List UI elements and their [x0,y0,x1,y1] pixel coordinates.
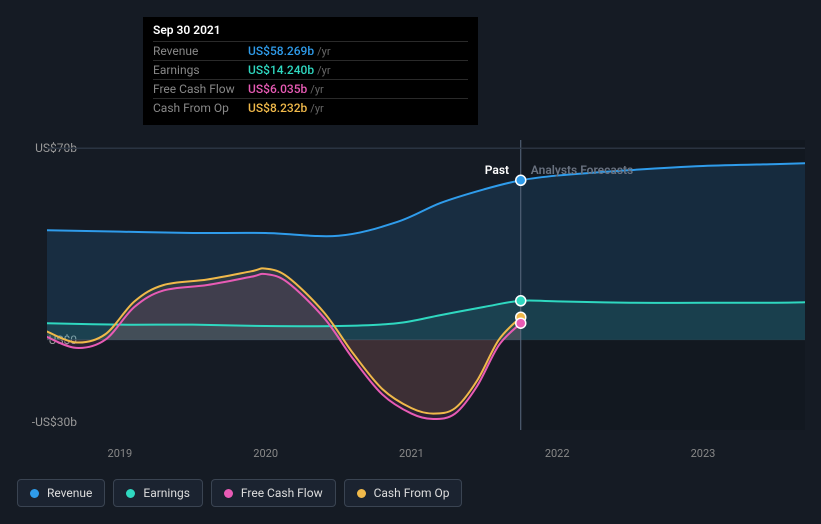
tooltip-row-label: Revenue [153,44,248,58]
chart-svg [47,140,805,430]
tooltip-row: Free Cash FlowUS$6.035b/yr [153,79,468,98]
x-axis: 2019 2020 2021 2022 2023 [47,447,805,467]
tooltip-row-value: US$58.269b [248,44,314,58]
legend-item-revenue[interactable]: Revenue [17,479,105,507]
financials-chart[interactable]: US$70bUS$0-US$30b Past Analysts Forecast… [17,120,805,450]
legend-swatch [224,489,233,498]
x-axis-label: 2020 [253,447,278,460]
tooltip-row-value: US$8.232b [248,101,307,115]
x-axis-label: 2021 [399,447,424,460]
legend-label: Cash From Op [374,486,450,500]
tooltip-row: Cash From OpUS$8.232b/yr [153,98,468,117]
hover-tooltip: Sep 30 2021 RevenueUS$58.269b/yrEarnings… [143,17,478,125]
tooltip-row-label: Cash From Op [153,101,248,115]
tooltip-row: RevenueUS$58.269b/yr [153,41,468,60]
legend-item-cash-from-op[interactable]: Cash From Op [344,479,463,507]
legend-label: Earnings [143,486,190,500]
plot-area: Past Analysts Forecasts [47,140,805,430]
x-axis-label: 2023 [691,447,716,460]
legend-swatch [357,489,366,498]
tooltip-row-unit: /yr [317,45,330,58]
tooltip-row-label: Earnings [153,63,248,77]
legend-swatch [30,489,39,498]
tooltip-date: Sep 30 2021 [153,23,468,37]
section-label-past: Past [485,163,509,177]
tooltip-row-value: US$6.035b [248,82,307,96]
series-marker-revenue [516,175,526,185]
legend-label: Free Cash Flow [241,486,323,500]
x-axis-label: 2022 [545,447,570,460]
series-marker-earnings [516,296,526,306]
tooltip-row-unit: /yr [310,102,323,115]
tooltip-row-value: US$14.240b [248,63,314,77]
section-label-forecasts: Analysts Forecasts [531,163,633,177]
tooltip-row: EarningsUS$14.240b/yr [153,60,468,79]
tooltip-row-unit: /yr [310,83,323,96]
tooltip-row-label: Free Cash Flow [153,82,248,96]
tooltip-row-unit: /yr [317,64,330,77]
series-marker-free-cash-flow [516,318,526,328]
legend-swatch [126,489,135,498]
legend-label: Revenue [47,486,92,500]
x-axis-label: 2019 [108,447,133,460]
legend: Revenue Earnings Free Cash Flow Cash From O… [17,479,462,507]
legend-item-free-cash-flow[interactable]: Free Cash Flow [211,479,336,507]
legend-item-earnings[interactable]: Earnings [113,479,203,507]
